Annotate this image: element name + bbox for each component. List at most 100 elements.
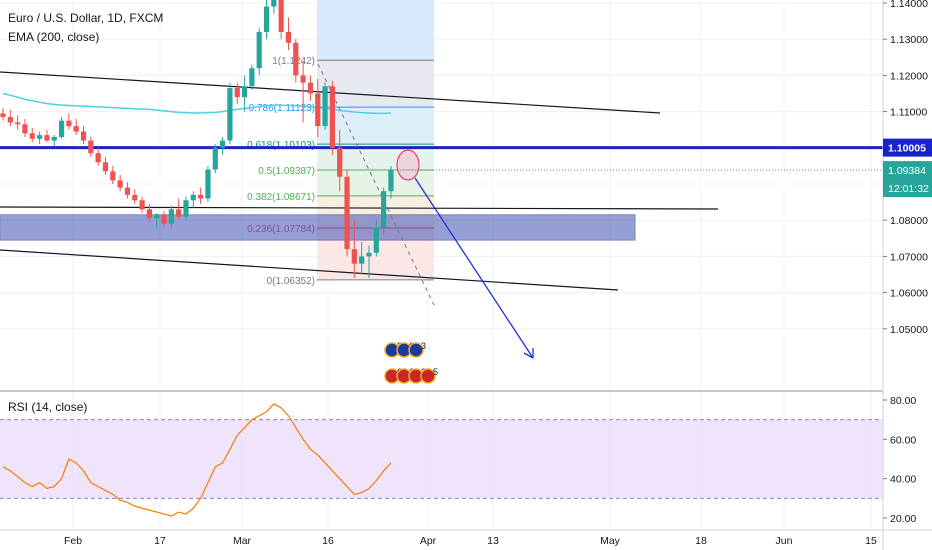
candle-body [227, 88, 232, 140]
candle-body [52, 137, 57, 141]
candle [227, 83, 232, 145]
candle-body [213, 148, 218, 170]
candle-body [8, 117, 13, 122]
candle-body [154, 215, 159, 219]
support-zone-rect [0, 215, 635, 240]
candle-body [0, 113, 5, 117]
candle-body [74, 126, 79, 131]
candle-body [118, 180, 123, 187]
candle [37, 132, 42, 145]
candle [88, 137, 93, 157]
candle [286, 17, 291, 50]
rsi-label[interactable]: RSI (14, close) [8, 400, 87, 414]
time-tick-label: Feb [64, 535, 82, 547]
time-tick-label: Apr [420, 535, 437, 547]
candle [249, 65, 254, 90]
rsi-tick-label: 60.00 [890, 434, 916, 446]
candle-body [147, 209, 152, 218]
fibonacci-retracement[interactable]: 0(1.06352)0.236(1.07784)0.382(1.08671)0.… [247, 0, 434, 287]
chart-header: Euro / U.S. Dollar, 1D, FXCM EMA (200, c… [8, 9, 163, 47]
key-level-badge-label: 1.10005 [888, 143, 926, 155]
candle [242, 75, 247, 111]
time-tick-label: 18 [695, 535, 707, 547]
candle [205, 166, 210, 202]
drawn-trendlines[interactable] [0, 72, 883, 290]
candle-body [139, 200, 144, 209]
symbol-title[interactable]: Euro / U.S. Dollar, 1D, FXCM [8, 9, 163, 28]
candle [308, 75, 313, 100]
candle-body [374, 227, 379, 252]
candle-body [132, 195, 137, 200]
price-tick-label: 1.05000 [890, 324, 928, 336]
price-tick-label: 1.07000 [890, 251, 928, 263]
candle-body [337, 148, 342, 177]
candle-body [191, 195, 196, 200]
candle [344, 170, 349, 257]
candle-body [286, 32, 291, 43]
fib-level-label: 0.382(1.08671) [247, 192, 315, 203]
candle [191, 191, 196, 207]
candle [293, 39, 298, 82]
price-tick-label: 1.06000 [890, 288, 928, 300]
candle-body [59, 121, 64, 137]
time-tick-label: 15 [865, 535, 877, 547]
candle-body [183, 200, 188, 216]
ema-indicator-label[interactable]: EMA (200, close) [8, 28, 163, 47]
price-tick-label: 1.11000 [890, 107, 927, 119]
candle [257, 28, 262, 75]
last-price-label: 1.09384 [888, 165, 926, 177]
candle-body [198, 195, 203, 199]
candle-body [301, 75, 306, 82]
fib-level-label: 0.5(1.09387) [258, 166, 315, 177]
candle-body [103, 162, 108, 171]
candle [15, 115, 20, 129]
candle [118, 175, 123, 191]
candle-body [15, 122, 20, 124]
candle-body [66, 121, 71, 126]
event-count-label: 5 [433, 367, 438, 377]
candle-body [359, 256, 364, 263]
rsi-band-fill [0, 420, 883, 499]
candle [22, 119, 27, 137]
candle [52, 135, 57, 146]
candle-body [205, 170, 210, 199]
rsi-tick-label: 80.00 [890, 395, 916, 407]
candle-body [366, 253, 371, 257]
candle [235, 83, 240, 105]
candle [279, 0, 284, 39]
candle-body [242, 86, 247, 97]
rsi-tick-label: 20.00 [890, 513, 916, 525]
economic-event-badges[interactable]: 2636325 [385, 341, 438, 383]
countdown-label: 12:01:32 [888, 183, 929, 195]
candle-body [264, 7, 269, 32]
candle-body [352, 249, 357, 263]
candle [110, 166, 115, 184]
candle [8, 110, 13, 126]
candle [66, 113, 71, 129]
candle [59, 117, 64, 139]
rsi-panel [0, 391, 883, 516]
candle [271, 0, 276, 14]
candle [220, 137, 225, 155]
price-tick-label: 1.14000 [890, 0, 928, 10]
candle [264, 0, 269, 39]
candle-body [176, 209, 181, 216]
candle-body [330, 86, 335, 148]
candle-body [161, 215, 166, 224]
time-tick-label: May [600, 535, 621, 547]
candle [0, 108, 5, 121]
price-tick-label: 1.13000 [890, 34, 928, 46]
target-circle [397, 150, 419, 180]
candle-body [110, 171, 115, 180]
time-tick-label: Jun [776, 535, 793, 547]
candle-body [388, 170, 393, 191]
candle [213, 144, 218, 173]
candle-body [322, 86, 327, 126]
candle [125, 182, 130, 198]
candle [74, 119, 79, 135]
candle [330, 81, 335, 155]
event-count-label: 3 [421, 341, 426, 351]
candle-body [279, 0, 284, 32]
